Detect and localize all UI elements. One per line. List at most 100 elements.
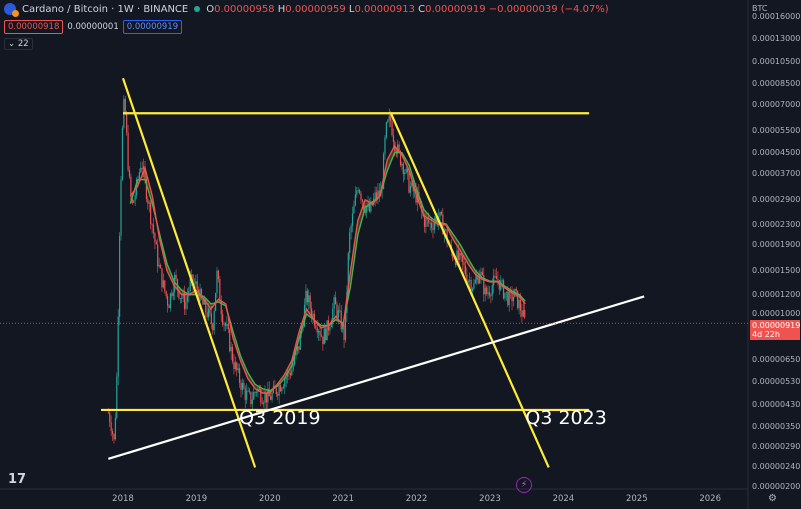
candle-body: [295, 351, 297, 356]
y-tick-label: 0.00002300: [752, 219, 801, 229]
candle-body: [336, 304, 338, 318]
candle-body: [222, 314, 224, 325]
x-tick-label: 2022: [405, 494, 428, 504]
candle-body: [250, 391, 252, 405]
candle-body: [445, 229, 447, 231]
candle-body: [193, 283, 196, 285]
candle-body: [375, 192, 378, 199]
candle-body: [205, 299, 207, 312]
candle-body: [230, 346, 232, 352]
candle-body: [377, 190, 379, 199]
annotation-label[interactable]: Q3 2023: [525, 406, 607, 429]
candle-body: [243, 382, 245, 389]
buy-button[interactable]: 0.00000919: [122, 20, 183, 34]
candle-body: [188, 290, 190, 297]
candle-body: [110, 422, 112, 431]
candle-body: [435, 217, 437, 223]
candle-body: [319, 331, 321, 336]
candle-body: [306, 290, 308, 303]
candle-body: [207, 308, 210, 318]
candle-body: [316, 328, 318, 333]
candle-body: [279, 385, 282, 392]
candle-body: [308, 295, 310, 303]
candle-body: [474, 279, 476, 284]
trendline-diagonal-2021: [389, 112, 550, 468]
candle-body: [425, 217, 427, 227]
indicators-toggle[interactable]: ⌄ 22: [4, 38, 33, 50]
y-tick-label: 0.00000200: [752, 482, 801, 491]
candle-body: [399, 150, 402, 166]
candle-body: [119, 235, 121, 317]
candle-body: [299, 333, 301, 350]
candle-body: [196, 281, 198, 290]
candle-body: [398, 144, 400, 151]
candle-body: [262, 402, 265, 404]
y-tick-label: 0.00013000: [752, 33, 801, 43]
candle-body: [423, 216, 426, 227]
candle-body: [155, 242, 157, 245]
candle-body: [480, 271, 482, 276]
candle-body: [470, 280, 472, 292]
candle-body: [354, 194, 356, 206]
candle-body: [453, 258, 455, 260]
candle-body: [481, 271, 483, 276]
candle-body: [288, 371, 290, 374]
candle-body: [402, 163, 404, 175]
candle-body: [343, 324, 345, 340]
candle-body: [203, 299, 205, 305]
tradingview-logo-icon[interactable]: 17: [8, 472, 27, 487]
candle-body: [309, 295, 311, 309]
candle-body: [265, 393, 268, 403]
candle-body: [384, 137, 386, 154]
y-tick-label: 0.00001900: [752, 240, 801, 250]
candle-body: [113, 434, 115, 440]
lightning-icon[interactable]: ⚡: [516, 477, 532, 493]
candle-body: [456, 250, 458, 265]
candle-body: [168, 305, 170, 309]
sell-button[interactable]: 0.00000918: [4, 20, 64, 34]
candle-body: [145, 178, 148, 200]
symbol-title[interactable]: Cardano / Bitcoin · 1W · BINANCE: [22, 3, 189, 15]
candle-body: [148, 202, 150, 204]
candle-body: [488, 292, 491, 296]
candle-body: [477, 276, 479, 284]
candle-body: [159, 264, 162, 269]
candle-body: [460, 253, 462, 256]
candle-body: [127, 132, 129, 170]
candle-body: [133, 200, 135, 203]
candle-body: [130, 176, 132, 197]
candle-body: [494, 275, 496, 277]
gear-icon[interactable]: ⚙: [768, 493, 777, 504]
candle-body: [213, 310, 215, 331]
candle-body: [270, 396, 272, 400]
candle-body: [189, 278, 191, 291]
candle-body: [234, 362, 236, 370]
candle-body: [404, 172, 406, 175]
ma-fast-line: [129, 144, 526, 394]
candle-body: [428, 219, 430, 224]
candle-body: [411, 182, 413, 187]
candle-body: [312, 313, 314, 318]
currency-label[interactable]: BTC: [752, 4, 768, 13]
candle-body: [469, 280, 471, 282]
candle-body: [144, 166, 146, 179]
y-tick-label: 0.00008500: [752, 79, 801, 89]
candle-body: [254, 392, 256, 393]
candle-body: [227, 324, 229, 330]
candle-body: [202, 298, 204, 305]
candle-body: [325, 328, 327, 341]
candle-body: [195, 281, 197, 284]
ohlc-values: O0.00000958 H0.00000959 L0.00000913 C0.0…: [206, 3, 609, 15]
candle-body: [358, 190, 361, 194]
candle-body: [519, 300, 522, 311]
candle-body: [495, 275, 498, 280]
candle-body: [121, 127, 124, 180]
annotation-label[interactable]: Q3 2019: [239, 406, 321, 429]
chart-header: Cardano / Bitcoin · 1W · BINANCE O0.0000…: [4, 3, 609, 17]
candle-body: [491, 285, 493, 296]
x-tick-label: 2021: [332, 494, 355, 504]
candle-body: [255, 392, 258, 393]
candle-body: [318, 331, 320, 333]
candle-body: [471, 288, 474, 292]
